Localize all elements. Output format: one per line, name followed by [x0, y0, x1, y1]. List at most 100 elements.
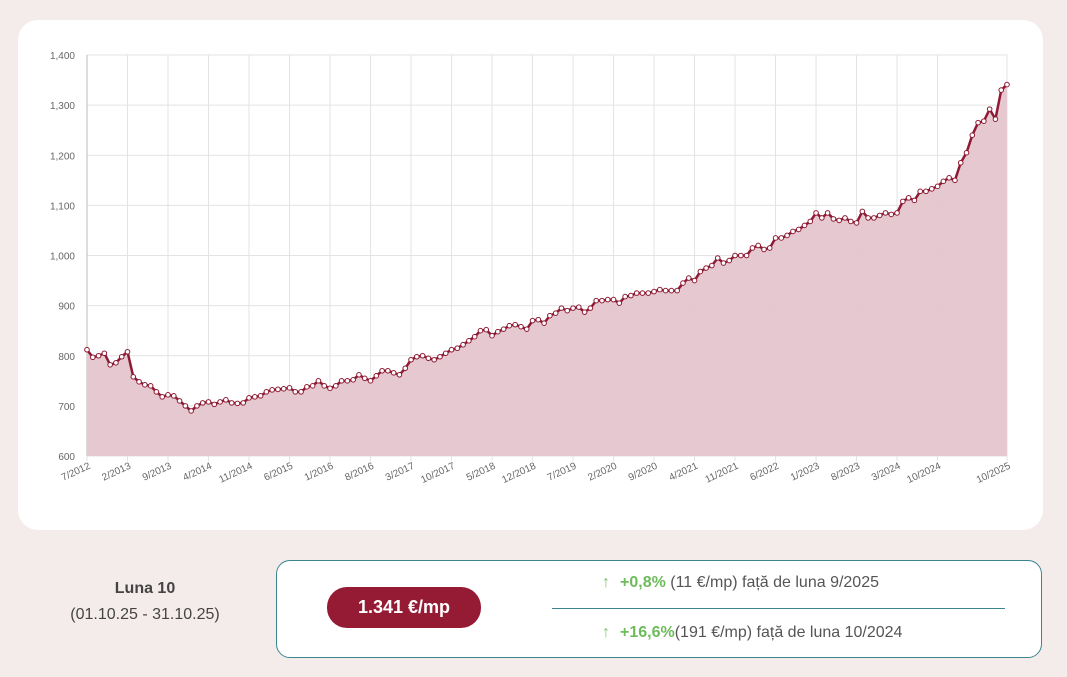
y-tick-label: 1,100: [50, 201, 75, 212]
data-point: [246, 395, 252, 401]
x-tick-label: 10/2024: [905, 461, 943, 486]
data-point: [89, 354, 96, 361]
data-point: [599, 297, 605, 304]
data-point: [610, 296, 617, 303]
data-point: [124, 348, 131, 355]
data-point: [344, 378, 351, 384]
data-point: [408, 356, 414, 363]
data-point: [385, 367, 391, 374]
data-point: [188, 408, 194, 414]
data-point: [223, 397, 229, 403]
data-point: [170, 393, 177, 399]
data-point: [228, 400, 235, 406]
data-point: [118, 353, 125, 360]
data-point: [251, 394, 258, 400]
data-point: [159, 394, 166, 400]
data-point: [720, 260, 727, 266]
data-point: [928, 186, 935, 192]
data-point: [859, 208, 866, 215]
data-point: [674, 287, 680, 294]
data-point: [361, 375, 368, 382]
x-tick-label: 10/2017: [419, 461, 457, 486]
data-point: [778, 235, 785, 241]
yearly-change-percent: +16,6%: [620, 624, 675, 641]
monthly-change: ↑ +0,8% (11 €/mp) față de luna 9/2025: [602, 574, 879, 592]
area-fill: [87, 84, 1007, 456]
data-point: [957, 159, 964, 166]
data-point: [176, 398, 183, 404]
data-point: [471, 333, 478, 340]
data-point: [338, 378, 345, 384]
data-point: [680, 280, 686, 286]
data-point: [113, 359, 119, 366]
data-point: [367, 378, 374, 384]
data-point: [651, 288, 657, 295]
data-point: [547, 312, 553, 319]
x-tick-label: 7/2012: [60, 461, 93, 484]
x-tick-label: 9/2020: [627, 461, 660, 484]
data-point: [437, 353, 443, 360]
data-point: [257, 393, 264, 399]
monthly-change-percent: +0,8%: [620, 574, 666, 591]
data-point: [541, 320, 547, 326]
data-point: [905, 195, 912, 201]
data-point: [911, 197, 918, 204]
data-point: [390, 369, 397, 376]
data-point: [147, 383, 154, 389]
data-point: [280, 386, 287, 392]
x-tick-label: 8/2023: [829, 461, 862, 484]
data-point: [871, 215, 877, 221]
data-point: [442, 350, 449, 357]
data-point: [581, 309, 588, 315]
data-point: [865, 215, 871, 221]
data-point: [431, 356, 437, 363]
data-point: [263, 389, 270, 395]
yearly-change: ↑ +16,6%(191 €/mp) față de luna 10/2024: [602, 624, 902, 642]
data-point: [795, 226, 802, 233]
data-point: [495, 328, 501, 335]
data-point: [356, 371, 362, 378]
x-tick-label: 2/2013: [100, 461, 133, 484]
data-point: [194, 403, 200, 409]
data-point: [992, 116, 999, 122]
data-point: [483, 326, 490, 333]
data-point: [396, 371, 403, 378]
y-tick-label: 600: [58, 452, 75, 463]
y-tick-label: 700: [58, 402, 75, 413]
data-point: [749, 245, 756, 251]
period-range: (01.10.25 - 31.10.25): [70, 606, 220, 623]
data-point: [315, 378, 322, 384]
data-point: [766, 245, 773, 251]
data-point: [662, 287, 669, 294]
data-point: [685, 275, 692, 281]
data-point: [379, 367, 385, 374]
data-point: [327, 385, 333, 392]
data-point: [882, 210, 889, 216]
data-point: [917, 188, 924, 195]
data-point: [847, 218, 854, 225]
data-point: [373, 373, 380, 379]
data-point: [819, 215, 825, 221]
y-tick-label: 900: [58, 302, 75, 313]
data-point: [477, 327, 484, 334]
data-point: [784, 232, 790, 239]
data-point: [709, 262, 715, 269]
data-point: [165, 392, 171, 398]
data-point: [101, 350, 108, 357]
data-point: [593, 297, 599, 304]
data-point: [668, 287, 675, 294]
data-point: [466, 337, 472, 344]
x-tick-label: 1/2016: [303, 461, 336, 484]
data-point: [830, 216, 837, 222]
y-tick-label: 800: [58, 352, 75, 363]
data-point: [298, 389, 304, 395]
data-point: [981, 118, 987, 124]
x-tick-label: 10/2025: [975, 461, 1013, 486]
data-point: [321, 383, 328, 389]
y-tick-label: 1,400: [50, 51, 75, 62]
data-point: [755, 242, 761, 249]
data-point: [732, 252, 738, 259]
data-point: [535, 316, 542, 323]
data-point: [350, 377, 356, 383]
data-point: [564, 307, 571, 314]
